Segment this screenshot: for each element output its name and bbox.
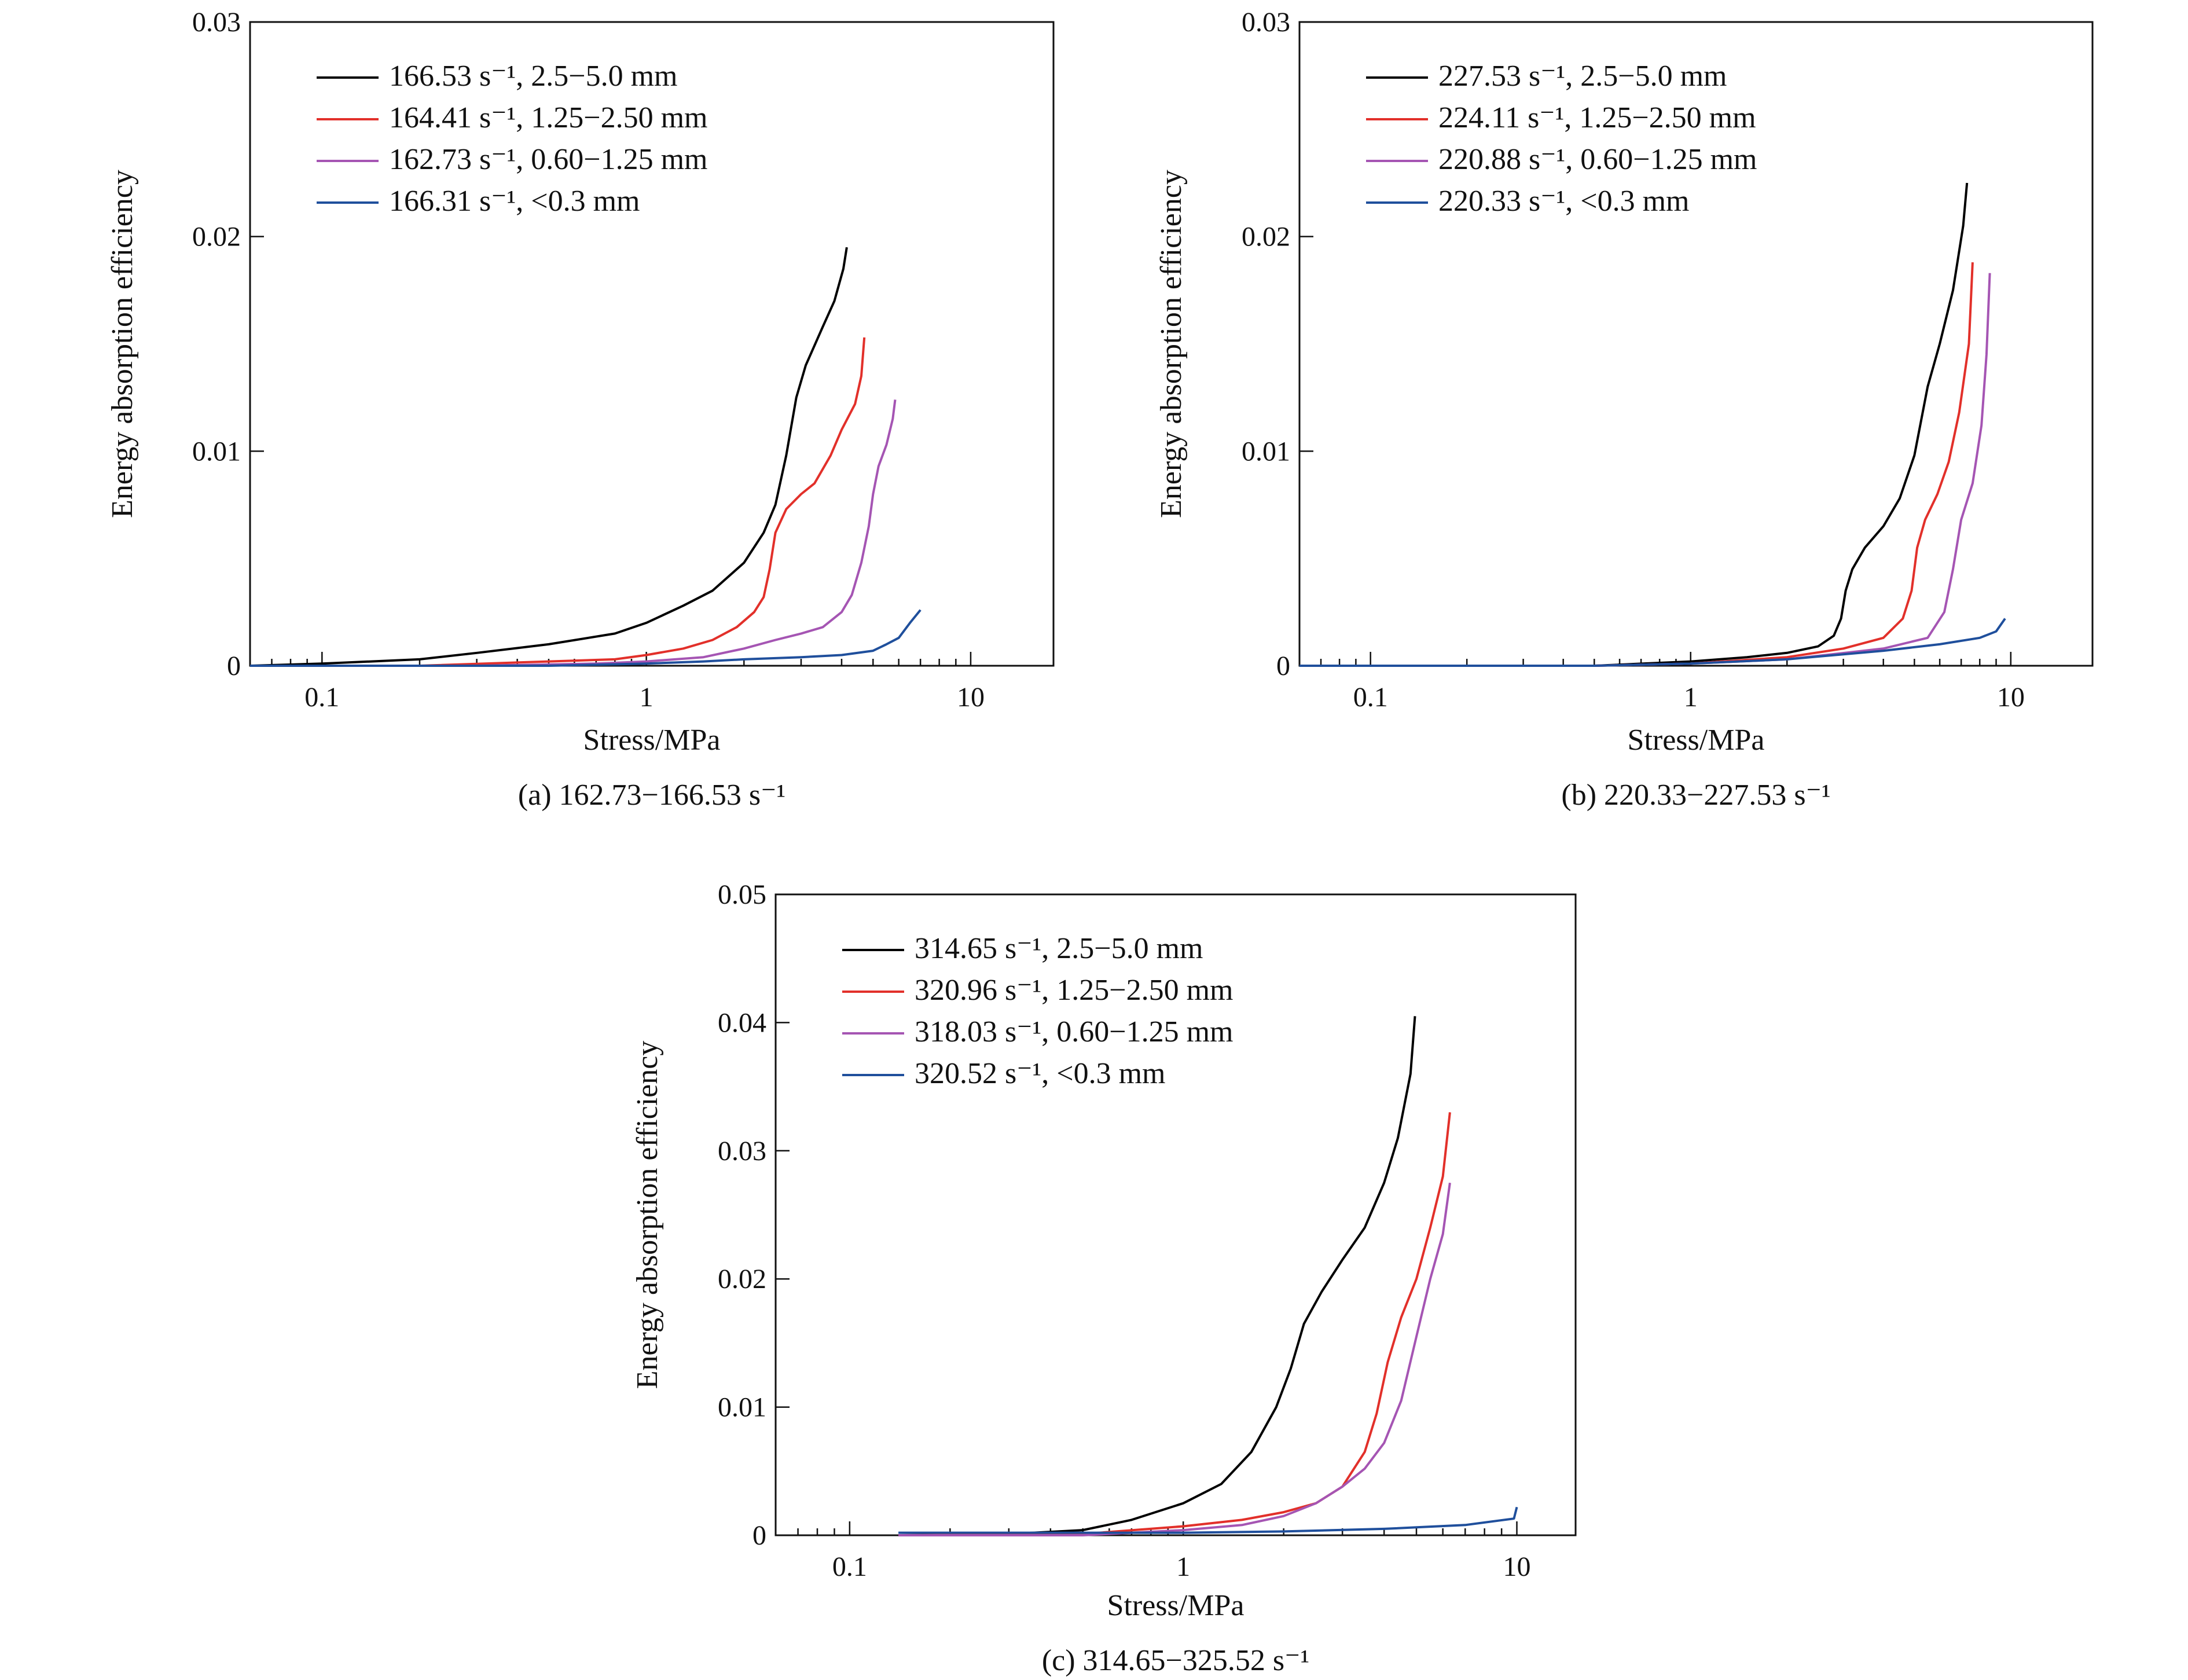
series-line [1299,182,1969,667]
plot-frame [1298,21,2094,667]
y-axis-label: Energy absorption efficiency [631,1041,664,1389]
y-tick-label: 0.03 [718,1136,766,1167]
x-axis-label: Stress/MPa [1628,724,1765,757]
legend-label: 166.53 s⁻¹, 2.5−5.0 mm [389,60,678,93]
y-axis-label: Energy absorption efficiency [106,170,139,518]
legend-label: 224.11 s⁻¹, 1.25−2.50 mm [1438,101,1756,134]
series-line [898,1182,1451,1536]
y-tick-label: 0.04 [718,1007,766,1038]
x-tick-label: 10 [1503,1551,1531,1582]
y-axis-label: Energy absorption efficiency [1155,170,1188,518]
plot-frame [249,21,1055,667]
plot-frame [774,893,1577,1536]
x-tick-label: 10 [1997,682,2025,713]
legend-label: 314.65 s⁻¹, 2.5−5.0 mm [915,932,1203,965]
y-tick-label: 0.05 [718,879,766,910]
y-tick-label: 0.01 [192,436,241,467]
legend: 166.53 s⁻¹, 2.5−5.0 mm 164.41 s⁻¹, 1.25−2… [317,60,708,218]
x-axis-label: Stress/MPa [583,724,721,757]
legend-label: 220.33 s⁻¹, <0.3 mm [1438,185,1690,218]
legend-label: 318.03 s⁻¹, 0.60−1.25 mm [915,1015,1233,1048]
chart-panel-b: 0.1 1 10 0 0.01 0.02 0.03 Stress/MPa Energy abso… [1155,7,2094,812]
chart-panel-a: 0.1 1 10 0 0.01 0.02 0.03 Stress/MPa Energy abso… [106,7,1055,812]
series-line [898,1112,1451,1536]
y-tick-label: 0.03 [192,7,241,38]
series-line [250,399,897,667]
panel-caption: (b) 220.33−227.53 s⁻¹ [1561,779,1830,812]
panel-caption: (a) 162.73−166.53 s⁻¹ [518,779,785,812]
series-line [250,609,922,667]
y-tick-label: 0 [1276,651,1290,681]
legend-label: 166.31 s⁻¹, <0.3 mm [389,185,640,218]
x-tick-label: 0.1 [832,1551,867,1582]
legend-label: 162.73 s⁻¹, 0.60−1.25 mm [389,143,708,176]
series-line [1299,262,1974,667]
y-tick-label: 0 [227,651,241,681]
series-line [898,1506,1518,1534]
y-tick-label: 0.02 [192,222,241,252]
panel-caption: (c) 314.65−325.52 s⁻¹ [1042,1644,1309,1677]
series-line [250,337,866,667]
y-tick-label: 0.01 [718,1392,766,1423]
y-tick-label: 0.03 [1242,7,1290,38]
legend-label: 220.88 s⁻¹, 0.60−1.25 mm [1438,143,1757,176]
x-tick-label: 0.1 [1353,682,1388,713]
series-line [898,1016,1416,1536]
x-tick-label: 1 [1684,682,1698,713]
series-line [249,247,848,667]
x-tick-label: 10 [957,682,985,713]
x-tick-label: 1 [640,682,654,713]
legend-label: 227.53 s⁻¹, 2.5−5.0 mm [1438,60,1727,93]
x-tick-label: 1 [1176,1551,1190,1582]
legend-label: 320.96 s⁻¹, 1.25−2.50 mm [915,974,1233,1007]
x-tick-label: 0.1 [304,682,339,713]
legend: 314.65 s⁻¹, 2.5−5.0 mm 320.96 s⁻¹, 1.25−2… [842,932,1233,1090]
x-axis-label: Stress/MPa [1107,1589,1244,1622]
y-tick-label: 0.02 [1242,222,1290,252]
legend-label: 320.52 s⁻¹, <0.3 mm [915,1057,1166,1090]
series-line [1299,273,1991,667]
legend: 227.53 s⁻¹, 2.5−5.0 mm 224.11 s⁻¹, 1.25−2… [1366,60,1757,218]
chart-panel-c: 0.1 1 10 0 0.01 0.02 0.03 0.04 0.05 Stress/MPa Ene… [631,879,1577,1677]
y-tick-label: 0.02 [718,1264,766,1294]
y-tick-label: 0 [752,1520,766,1551]
series-line [1299,618,2006,667]
y-tick-label: 0.01 [1242,436,1290,467]
legend-label: 164.41 s⁻¹, 1.25−2.50 mm [389,101,708,134]
